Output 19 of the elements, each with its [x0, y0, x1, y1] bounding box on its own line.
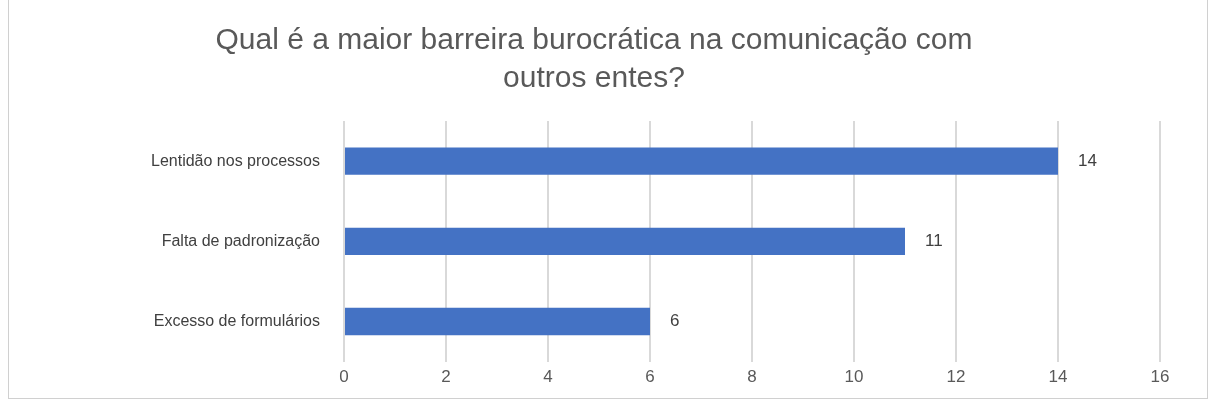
- x-tick-label: 0: [339, 367, 349, 387]
- x-tick-label: 10: [844, 367, 864, 387]
- chart-title: Qual é a maior barreira burocrática na comunicação com outros entes?: [215, 22, 973, 93]
- x-tick-label: 2: [441, 367, 451, 387]
- x-tick-label: 8: [747, 367, 757, 387]
- data-label: 14: [1078, 150, 1097, 170]
- bar: [345, 227, 905, 255]
- data-label: 11: [925, 230, 943, 250]
- y-tick-label: Excesso de formulários: [153, 311, 320, 329]
- bar: [345, 307, 650, 336]
- y-tick-label: Falta de padronização: [161, 231, 321, 249]
- x-tick-label: 14: [1048, 367, 1068, 387]
- y-tick-label: Lentidão nos processos: [151, 151, 320, 169]
- x-tick-label: 6: [645, 367, 655, 387]
- x-tick-label: 4: [543, 367, 553, 387]
- data-label: 6: [670, 311, 680, 331]
- x-tick-label: 16: [1150, 367, 1170, 387]
- x-tick-label: 12: [946, 367, 966, 387]
- bar: [345, 147, 1058, 175]
